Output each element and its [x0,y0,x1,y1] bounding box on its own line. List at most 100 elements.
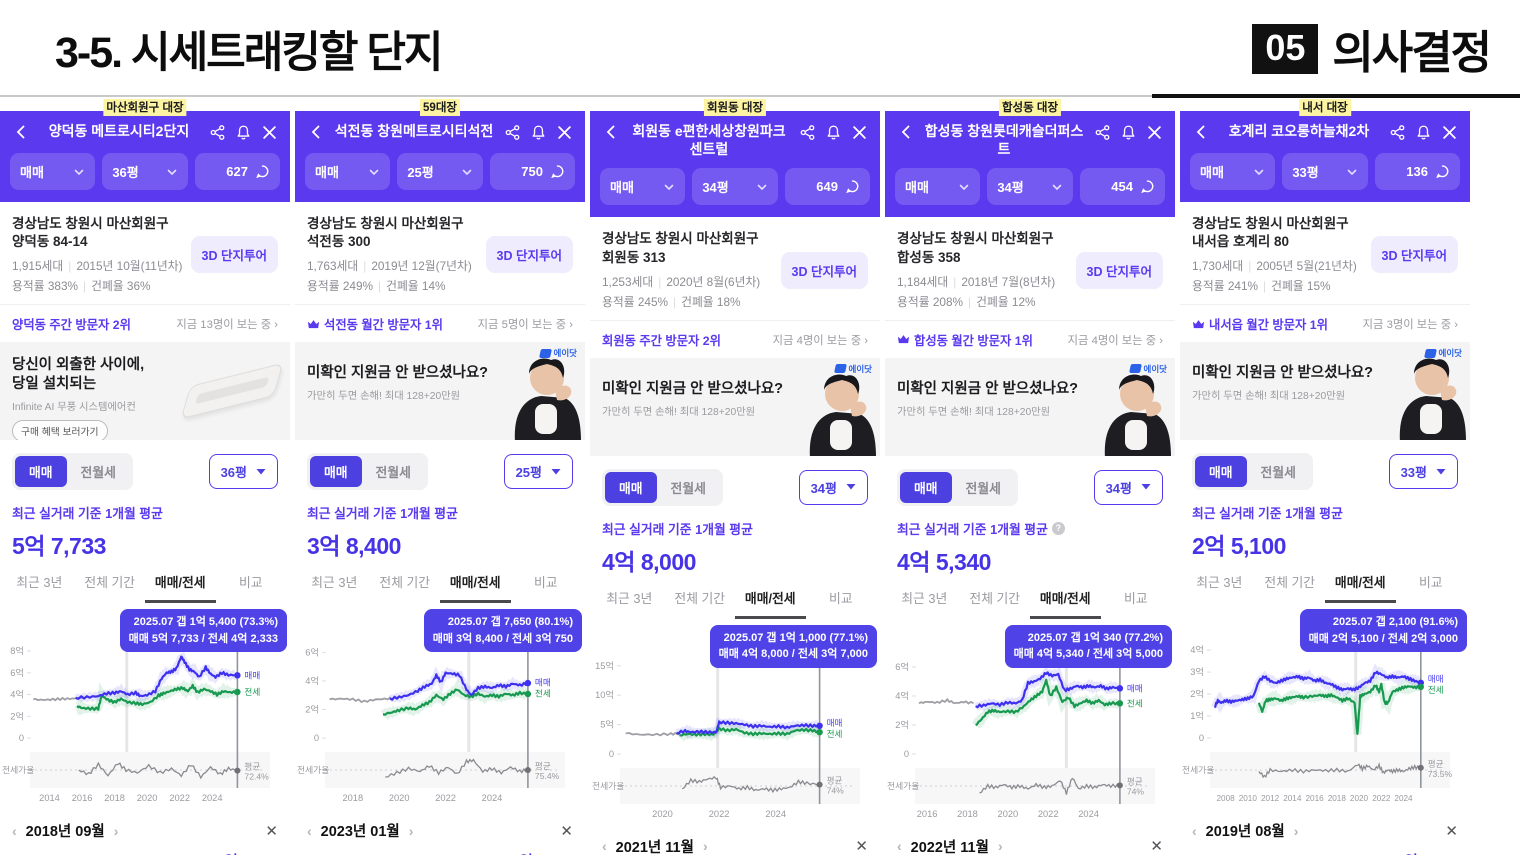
tab-all-period[interactable]: 전체 기간 [969,590,1021,606]
next-month-icon[interactable]: › [408,822,414,839]
prev-month-icon[interactable]: ‹ [602,838,607,855]
tour-3d-button[interactable]: 3D 단지투어 [1075,251,1163,289]
back-icon[interactable] [600,121,622,143]
bell-icon[interactable] [1412,121,1434,143]
comments-button[interactable]: 649 [784,168,870,206]
share-icon[interactable] [206,121,228,143]
size-select[interactable]: 34평 [987,168,1073,206]
detail-close-icon[interactable]: ✕ [560,822,573,840]
size-select[interactable]: 36평 [102,153,188,190]
prev-month-icon[interactable]: ‹ [307,822,312,839]
close-icon[interactable] [553,121,575,143]
share-icon[interactable] [796,121,818,143]
tab-all-period[interactable]: 전체 기간 [84,575,136,591]
share-icon[interactable] [501,121,523,143]
share-icon[interactable] [1386,121,1408,143]
bell-icon[interactable] [1117,121,1139,143]
ad-cta-button[interactable]: 구매 혜택 보러가기 [12,420,108,441]
close-icon[interactable] [258,121,280,143]
watching-now-link[interactable]: 지금 4명이 보는 중 › [1067,334,1163,347]
size-dropdown[interactable]: 25평 [503,454,573,490]
price-chart[interactable]: 2025.07 갭 1억 1,000 (77.1%) 매매 4억 8,000 /… [590,622,880,824]
toggle-sale[interactable]: 매매 [900,471,952,503]
size-dropdown[interactable]: 36평 [208,454,278,490]
ad-banner[interactable]: 미확인 지원금 안 받으셨나요? 가만히 두면 손해! 최대 128+20만원 … [590,357,880,456]
tab-sale-jeonse[interactable]: 매매/전세 [735,588,806,619]
trade-type-select[interactable]: 매매 [10,153,96,190]
trade-type-select[interactable]: 매매 [305,153,391,190]
tab-sale-jeonse[interactable]: 매매/전세 [145,572,216,604]
back-icon[interactable] [305,121,327,143]
trade-type-select[interactable]: 매매 [895,168,981,206]
ad-banner[interactable]: 미확인 지원금 안 받으셨나요? 가만히 두면 손해! 최대 128+20만원 … [1180,342,1470,441]
tab-sale-jeonse[interactable]: 매매/전세 [1325,572,1396,604]
tour-3d-button[interactable]: 3D 단지투어 [190,236,278,274]
tab-sale-jeonse[interactable]: 매매/전세 [440,572,511,604]
toggle-rent[interactable]: 전월세 [67,456,130,487]
toggle-sale[interactable]: 매매 [1195,456,1247,488]
size-dropdown[interactable]: 34평 [798,469,868,505]
tour-3d-button[interactable]: 3D 단지투어 [1370,236,1458,274]
prev-month-icon[interactable]: ‹ [1192,822,1197,839]
prev-month-icon[interactable]: ‹ [12,822,17,839]
comments-button[interactable]: 136 [1374,153,1460,190]
detail-close-icon[interactable]: ✕ [265,822,278,840]
watching-now-link[interactable]: 지금 4명이 보는 중 › [772,334,868,347]
toggle-rent[interactable]: 전월세 [1247,456,1310,487]
info-icon[interactable]: ? [1051,521,1065,535]
tab-recent-3y[interactable]: 최근 3년 [16,575,63,591]
bell-icon[interactable] [822,121,844,143]
size-select[interactable]: 34평 [692,168,778,206]
close-icon[interactable] [1438,121,1460,143]
tab-recent-3y[interactable]: 최근 3년 [311,575,358,591]
tab-sale-jeonse[interactable]: 매매/전세 [1030,588,1101,619]
toggle-rent[interactable]: 전월세 [362,456,425,487]
watching-now-link[interactable]: 지금 13명이 보는 중 › [176,319,278,332]
comments-button[interactable]: 454 [1079,168,1165,206]
size-select[interactable]: 25평 [397,153,483,190]
bell-icon[interactable] [232,121,254,143]
ad-banner[interactable]: 미확인 지원금 안 받으셨나요? 가만히 두면 손해! 최대 128+20만원 … [885,357,1175,456]
comments-button[interactable]: 750 [489,153,575,190]
toggle-sale[interactable]: 매매 [15,456,67,488]
detail-close-icon[interactable]: ✕ [1445,822,1458,840]
tab-compare[interactable]: 비교 [1418,575,1443,591]
price-chart[interactable]: 2025.07 갭 1억 5,400 (73.3%) 매매 5억 7,733 /… [0,606,290,808]
size-dropdown[interactable]: 34평 [1093,469,1163,505]
size-select[interactable]: 33평 [1282,153,1368,190]
tab-compare[interactable]: 비교 [238,575,263,591]
toggle-rent[interactable]: 전월세 [952,472,1015,503]
tab-all-period[interactable]: 전체 기간 [674,590,726,606]
toggle-rent[interactable]: 전월세 [657,472,720,503]
trade-type-select[interactable]: 매매 [600,168,686,206]
price-chart[interactable]: 2025.07 갭 1억 340 (77.2%) 매매 4억 5,340 / 전… [885,622,1175,824]
tour-3d-button[interactable]: 3D 단지투어 [780,251,868,289]
tour-3d-button[interactable]: 3D 단지투어 [485,236,573,274]
next-month-icon[interactable]: › [702,838,708,855]
tab-all-period[interactable]: 전체 기간 [379,575,431,591]
ad-banner[interactable]: 미확인 지원금 안 받으셨나요? 가만히 두면 손해! 최대 128+20만원 … [295,342,585,441]
size-dropdown[interactable]: 33평 [1388,454,1458,490]
tab-recent-3y[interactable]: 최근 3년 [901,590,948,606]
next-month-icon[interactable]: › [113,822,119,839]
price-chart[interactable]: 2025.07 갭 7,650 (80.1%) 매매 3억 8,400 / 전세… [295,606,585,808]
tab-compare[interactable]: 비교 [828,590,853,606]
tab-compare[interactable]: 비교 [533,575,558,591]
toggle-sale[interactable]: 매매 [310,456,362,488]
tab-all-period[interactable]: 전체 기간 [1264,575,1316,591]
prev-month-icon[interactable]: ‹ [897,838,902,855]
tab-recent-3y[interactable]: 최근 3년 [1196,575,1243,591]
share-icon[interactable] [1091,121,1113,143]
ad-banner[interactable]: 당신이 외출한 사이에, 당일 설치되는 Infinite AI 무풍 시스템에어… [0,342,290,441]
watching-now-link[interactable]: 지금 3명이 보는 중 › [1362,319,1458,332]
tab-recent-3y[interactable]: 최근 3년 [606,590,653,606]
price-chart[interactable]: 2025.07 갭 2,100 (91.6%) 매매 2억 5,100 / 전세… [1180,606,1470,808]
next-month-icon[interactable]: › [1293,822,1299,839]
back-icon[interactable] [1190,121,1212,143]
toggle-sale[interactable]: 매매 [605,471,657,503]
next-month-icon[interactable]: › [997,838,1003,855]
close-icon[interactable] [848,121,870,143]
close-icon[interactable] [1143,121,1165,143]
tab-compare[interactable]: 비교 [1123,590,1148,606]
watching-now-link[interactable]: 지금 5명이 보는 중 › [477,319,573,332]
